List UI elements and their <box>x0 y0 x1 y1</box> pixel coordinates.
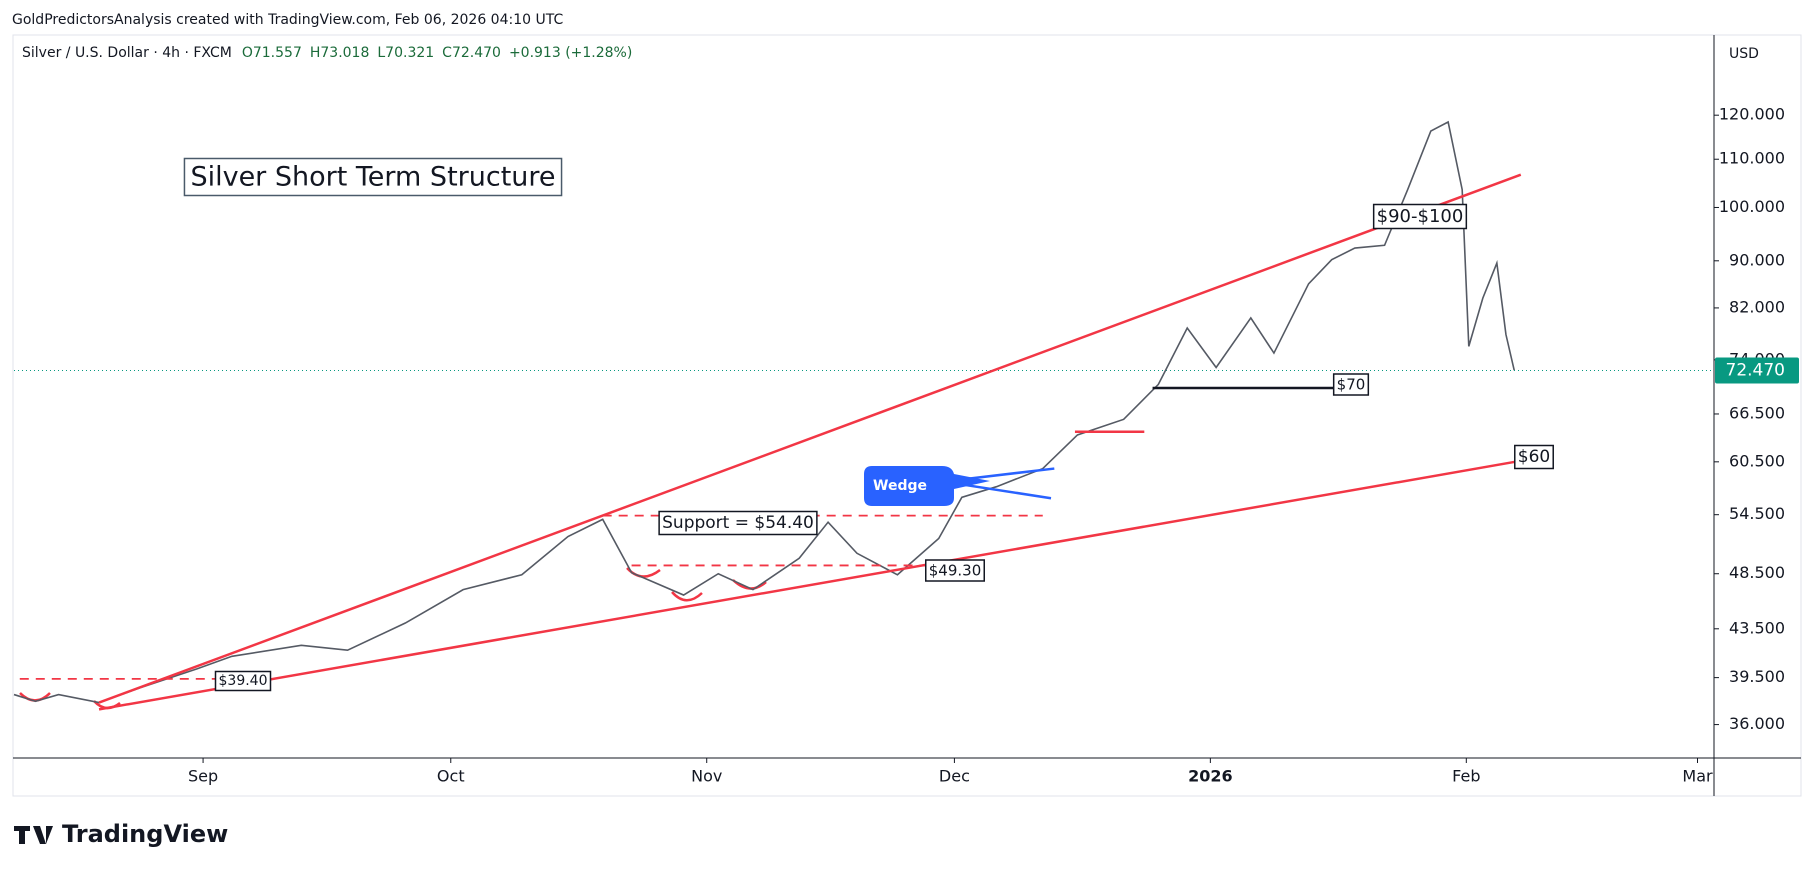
x-tick-label: Oct <box>437 767 465 786</box>
price-line <box>13 120 1515 704</box>
x-tick-label: 2026 <box>1188 767 1233 786</box>
label-box <box>1372 203 1468 230</box>
arc <box>671 591 703 602</box>
annotation: Wedge <box>873 478 927 494</box>
y-tick-label: 66.500 <box>1729 403 1785 422</box>
y-tick-label: 120.000 <box>1719 105 1785 124</box>
y-tick-label: 39.500 <box>1729 667 1785 686</box>
bottom-arcs <box>19 567 767 710</box>
label-box <box>183 157 563 197</box>
y-tick-label: 60.500 <box>1729 451 1785 470</box>
annotation: $90-$100 <box>1377 206 1464 227</box>
attribution: GoldPredictorsAnalysis created with Trad… <box>12 12 563 28</box>
ohlc-value: C72.470 <box>442 45 501 61</box>
wedge-bubble <box>864 466 990 506</box>
trend-line <box>959 467 1055 481</box>
x-tick-label: Sep <box>188 767 218 786</box>
annotation: $60 <box>1518 447 1550 467</box>
annotation: $70 <box>1337 376 1366 394</box>
annotation: $39.40 <box>219 673 268 689</box>
y-tick-label: 54.500 <box>1729 504 1785 523</box>
annotation: Support = $54.40 <box>662 513 814 533</box>
trend-line <box>98 460 1516 711</box>
x-tick-label: Mar <box>1682 767 1713 786</box>
trend-line <box>959 482 1052 500</box>
symbol: Silver / U.S. Dollar · 4h · FXCM <box>22 45 232 61</box>
label-box <box>658 510 818 536</box>
y-tick-label: 82.000 <box>1729 297 1785 316</box>
y-tick-label: 36.000 <box>1729 714 1785 733</box>
y-tick-label: 110.000 <box>1719 149 1785 168</box>
ohlc-value: +0.913 (+1.28%) <box>509 45 632 61</box>
last-price-label: 72.470 <box>1726 360 1785 380</box>
brand-logo <box>14 826 53 844</box>
trend-line <box>98 173 1522 704</box>
brand: TradingView <box>62 820 228 848</box>
y-tick-label: 100.000 <box>1719 197 1785 216</box>
label-box <box>1514 444 1554 470</box>
annotation: $49.30 <box>929 562 982 580</box>
label-box <box>925 559 985 582</box>
x-tick-label: Nov <box>691 767 722 786</box>
y-tick-label: 48.500 <box>1729 563 1785 582</box>
label-box <box>214 670 272 692</box>
x-tick-label: Feb <box>1452 767 1480 786</box>
ohlc-value: L70.321 <box>377 45 434 61</box>
ohlc-value: H73.018 <box>310 45 370 61</box>
y-tick-label: 90.000 <box>1729 250 1785 269</box>
chart-title: Silver Short Term Structure <box>190 162 555 193</box>
currency: USD <box>1729 46 1759 62</box>
chart-frame <box>12 34 1802 797</box>
label-box <box>1332 373 1370 396</box>
ohlc-value: O71.557 <box>242 45 302 61</box>
arc <box>19 692 51 702</box>
x-tick-label: Dec <box>939 767 970 786</box>
last-price-tag <box>1715 357 1799 384</box>
y-tick-label: 43.500 <box>1729 618 1785 637</box>
